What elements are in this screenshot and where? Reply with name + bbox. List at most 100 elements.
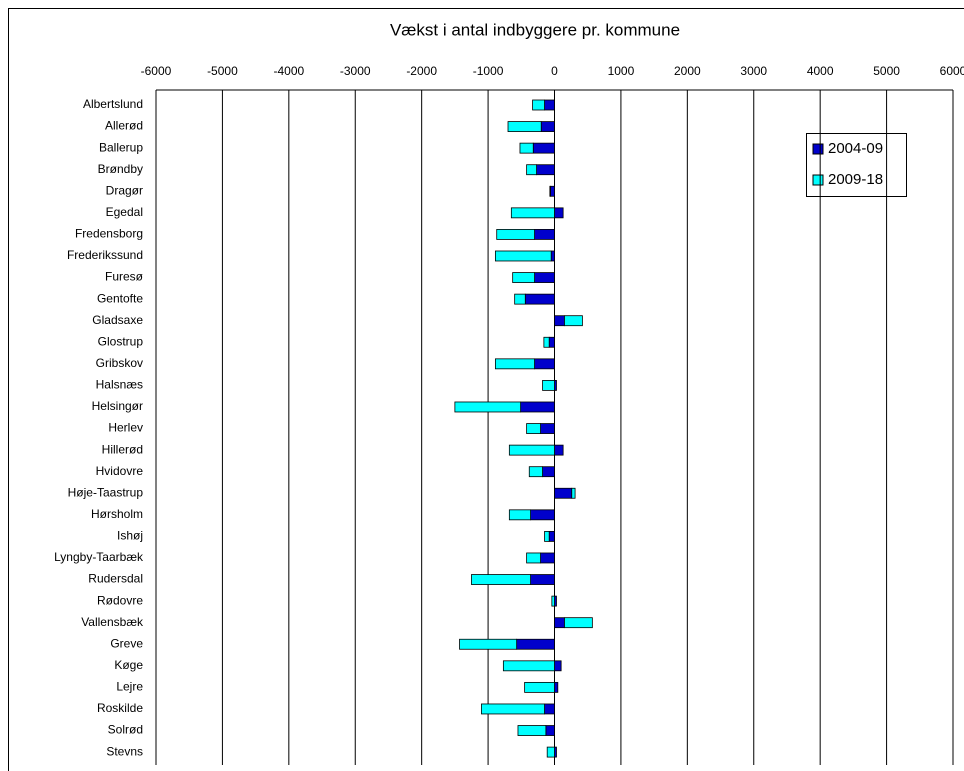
- bar: [534, 272, 555, 283]
- bar: [528, 466, 543, 478]
- legend: 2004-09 2009-18: [806, 133, 907, 197]
- bar: [519, 142, 534, 154]
- y-tick-label: Stevns: [106, 744, 143, 758]
- y-tick-label: Rudersdal: [88, 572, 143, 586]
- bar: [507, 121, 542, 132]
- bar: [549, 185, 551, 197]
- bar: [554, 207, 564, 219]
- y-tick-label: Rødovre: [97, 593, 143, 607]
- bar: [546, 746, 555, 758]
- bar: [481, 703, 545, 715]
- bar: [542, 380, 555, 391]
- chart-title: Vækst i antal indbyggere pr. kommune: [390, 20, 680, 39]
- bar: [548, 531, 555, 542]
- bar: [454, 401, 522, 413]
- bar: [540, 552, 555, 564]
- y-tick-label: Lyngby-Taarbæk: [54, 550, 144, 564]
- bar: [550, 185, 555, 197]
- bar: [530, 574, 555, 585]
- bar: [548, 336, 555, 348]
- y-tick-label: Dragør: [106, 183, 143, 197]
- bar: [510, 207, 555, 219]
- y-tick-label: Vallensbæk: [81, 615, 144, 629]
- x-tick-label: 0: [551, 64, 558, 78]
- bar: [564, 315, 583, 327]
- bar: [524, 681, 555, 693]
- bar: [545, 725, 555, 736]
- bar: [532, 99, 545, 111]
- y-tick-label: Albertslund: [83, 97, 143, 111]
- bar: [534, 229, 555, 240]
- y-tick-label: Herlev: [108, 421, 143, 435]
- bar: [526, 552, 541, 564]
- x-tick-label: -3000: [340, 64, 371, 78]
- bar: [512, 272, 535, 283]
- bar: [471, 574, 531, 585]
- bar: [544, 531, 550, 542]
- y-tick-label: Fredensborg: [75, 227, 143, 241]
- legend-label: 2009-18: [828, 171, 883, 188]
- bar: [514, 293, 526, 305]
- bar: [551, 595, 555, 607]
- y-tick-label: Hvidovre: [96, 464, 144, 478]
- x-tick-label: -1000: [473, 64, 504, 78]
- bar: [536, 164, 555, 176]
- bar: [554, 315, 565, 327]
- bar: [508, 509, 531, 521]
- bar: [544, 703, 555, 715]
- y-tick-label: Gentofte: [97, 291, 143, 305]
- x-tick-label: 1000: [608, 64, 635, 78]
- bar: [532, 142, 555, 154]
- x-tick-label: -5000: [207, 64, 238, 78]
- y-tick-label: Brøndby: [98, 162, 143, 176]
- y-tick-label: Solrød: [108, 723, 143, 737]
- bar: [554, 444, 564, 456]
- bar: [526, 164, 537, 176]
- y-tick-label: Køge: [114, 658, 143, 672]
- bar: [564, 617, 593, 629]
- y-tick-label: Helsingør: [92, 399, 143, 413]
- y-tick-label: Hillerød: [102, 442, 143, 456]
- chart-frame: [8, 8, 964, 771]
- y-tick-label: Frederikssund: [67, 248, 143, 262]
- bar: [526, 423, 541, 434]
- y-tick-label: Gribskov: [96, 356, 143, 370]
- bar: [554, 487, 573, 499]
- x-tick-label: 6000: [940, 64, 964, 78]
- bar: [554, 681, 559, 693]
- bar: [494, 358, 535, 370]
- bar: [554, 660, 562, 672]
- bar: [543, 336, 550, 348]
- bar: [494, 250, 552, 262]
- bar: [496, 229, 535, 240]
- y-tick-label: Allerød: [105, 119, 143, 133]
- bar: [542, 466, 555, 478]
- bar: [508, 444, 555, 456]
- bar: [517, 725, 547, 736]
- bar: [550, 250, 555, 262]
- bar: [534, 358, 555, 370]
- bar: [540, 121, 555, 132]
- y-tick-label: Halsnæs: [96, 378, 143, 392]
- x-tick-label: 4000: [807, 64, 834, 78]
- y-tick-label: Roskilde: [97, 701, 143, 715]
- bar: [540, 423, 555, 434]
- bar: [524, 293, 555, 305]
- x-tick-label: 5000: [873, 64, 900, 78]
- y-tick-label: Gladsaxe: [92, 313, 143, 327]
- x-tick-label: 2000: [674, 64, 701, 78]
- y-tick-label: Høje-Taastrup: [68, 485, 144, 499]
- y-tick-label: Ballerup: [99, 140, 143, 154]
- x-tick-label: -6000: [141, 64, 172, 78]
- bar: [554, 617, 565, 629]
- legend-swatch: [812, 174, 824, 186]
- y-tick-label: Lejre: [116, 680, 143, 694]
- bar: [459, 638, 518, 650]
- bar: [516, 638, 555, 650]
- legend-swatch: [812, 143, 824, 155]
- x-tick-label: -4000: [273, 64, 304, 78]
- bar: [520, 401, 555, 413]
- y-tick-label: Glostrup: [98, 334, 144, 348]
- y-tick-label: Hørsholm: [91, 507, 143, 521]
